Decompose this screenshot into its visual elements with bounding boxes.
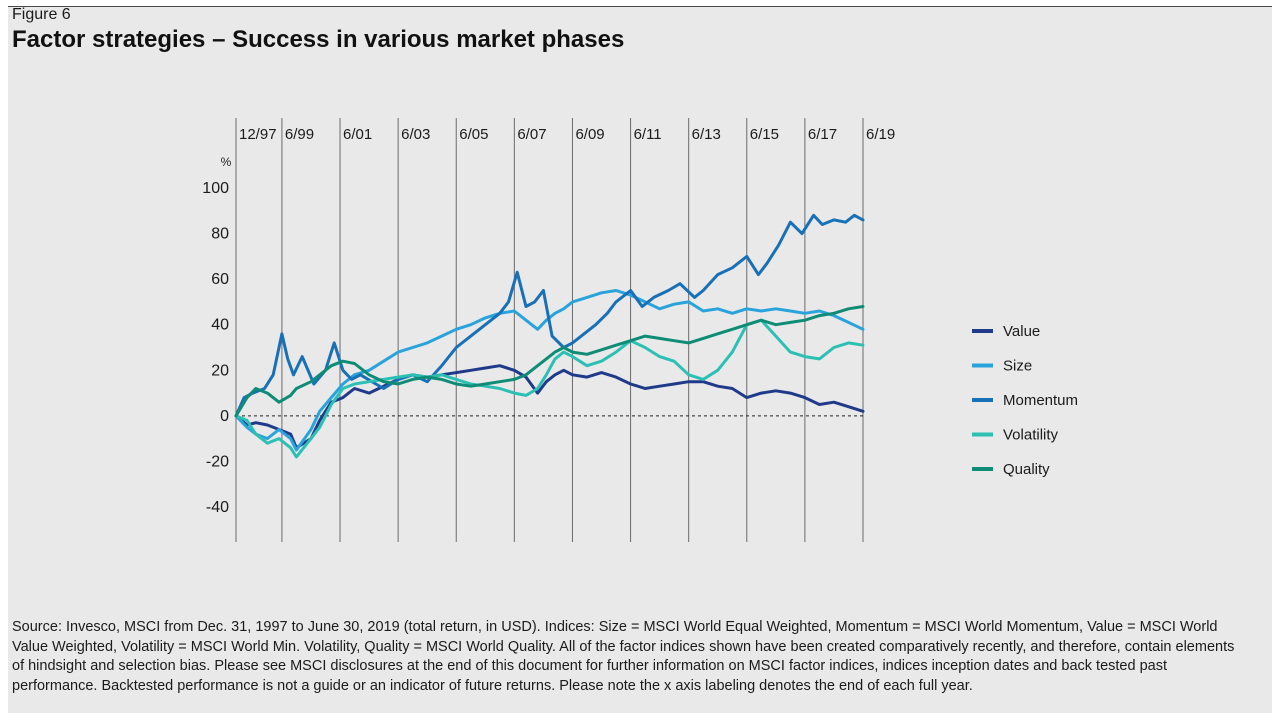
x-axis-tick-labels: 12/97 6/99 6/01 6/03 6/05 6/07 6/09 6/11 6/13 6/1… [239, 126, 895, 143]
x-tick-label: 6/07 [517, 126, 546, 143]
y-tick-label: 0 [220, 408, 229, 425]
series-line-momentum [234, 213, 865, 418]
series-line-value [234, 364, 865, 450]
figure-panel [8, 6, 1272, 713]
series-line-quality [234, 305, 865, 418]
x-tick-label: 12/97 [239, 126, 277, 143]
y-axis-unit-label: % [221, 155, 232, 169]
series-lines [234, 213, 865, 459]
y-tick-label: 40 [211, 317, 229, 334]
x-tick-label: 6/19 [866, 126, 895, 143]
y-tick-label: -20 [206, 453, 229, 470]
source-note: Source: Invesco, MSCI from Dec. 31, 1997… [12, 619, 1235, 694]
x-tick-label: 6/17 [808, 126, 837, 143]
y-tick-label: 60 [211, 271, 229, 288]
figure-label: Figure 6 [12, 6, 71, 23]
x-tick-label: 6/03 [401, 126, 430, 143]
series-line-size [234, 289, 865, 452]
x-tick-label: 6/01 [343, 126, 372, 143]
legend-label-value: Value [1003, 323, 1040, 340]
legend-label-momentum: Momentum [1003, 392, 1078, 409]
y-tick-label: -40 [206, 499, 229, 516]
chart-title: Factor strategies – Success in various m… [12, 26, 625, 53]
legend-label-volatility: Volatility [1003, 427, 1059, 444]
legend-label-quality: Quality [1003, 461, 1050, 478]
y-axis-tick-labels: 100 80 60 40 20 0 -20 -40 [202, 180, 229, 516]
legend: Value Size Momentum Volatility Quality [972, 323, 1078, 478]
x-tick-label: 6/99 [285, 126, 314, 143]
series-line-volatility [234, 318, 865, 459]
x-tick-label: 6/13 [692, 126, 721, 143]
y-tick-label: 80 [211, 226, 229, 243]
x-tick-label: 6/05 [459, 126, 488, 143]
y-tick-label: 20 [211, 362, 229, 379]
x-tick-label: 6/09 [575, 126, 604, 143]
y-tick-label: 100 [202, 180, 229, 197]
legend-label-size: Size [1003, 358, 1032, 375]
x-tick-label: 6/15 [750, 126, 779, 143]
x-tick-label: 6/11 [634, 126, 662, 143]
line-chart: 12/97 6/99 6/01 6/03 6/05 6/07 6/09 6/11 6/13 6/1… [202, 118, 1078, 542]
